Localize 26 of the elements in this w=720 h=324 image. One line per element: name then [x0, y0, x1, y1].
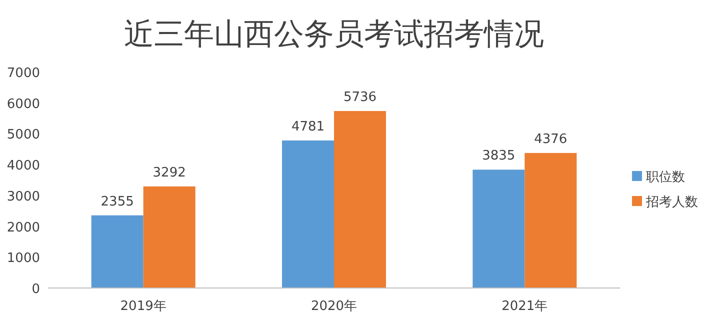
data-label: 5736: [343, 90, 377, 106]
data-label: 4376: [534, 132, 568, 147]
y-tick-label: 4000: [6, 158, 40, 174]
legend-label: 招考人数: [645, 195, 698, 210]
data-label: 4781: [291, 119, 325, 134]
bar: [143, 186, 196, 288]
y-tick-label: 5000: [6, 128, 40, 143]
x-tick-label: 2020年: [310, 299, 358, 314]
bar: [524, 152, 577, 288]
legend-label: 职位数: [646, 170, 685, 185]
y-tick-label: 0: [32, 282, 40, 297]
y-tick-label: 6000: [6, 96, 40, 112]
x-tick-label: 2019年: [120, 299, 166, 314]
bar: [334, 111, 386, 288]
y-tick-label: 2000: [6, 220, 40, 236]
data-label: 3835: [482, 148, 516, 164]
x-tick-label: 2021年: [502, 299, 548, 314]
data-label: 2355: [100, 194, 134, 210]
data-label: 3292: [152, 165, 186, 180]
y-tick-label: 7000: [6, 66, 40, 81]
y-tick-label: 3000: [6, 189, 40, 204]
chart-title: 近三年山西公务员考试招考情况: [124, 17, 544, 52]
bar: [472, 170, 525, 288]
y-tick-label: 1000: [6, 251, 40, 266]
bar: [282, 140, 334, 288]
bar: [91, 215, 144, 288]
